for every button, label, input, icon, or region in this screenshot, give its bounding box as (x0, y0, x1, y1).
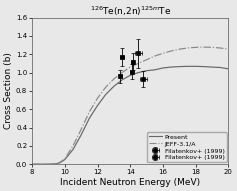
Present (219, 66, 222, 69)
Present (194, 65, 197, 67)
JEFF-3.1/A (202, 46, 205, 48)
Line: JEFF-3.1/A: JEFF-3.1/A (32, 47, 228, 164)
Present (202, 66, 205, 68)
JEFF-3.1/A (129, 66, 132, 68)
JEFF-3.1/A (170, 50, 173, 52)
JEFF-3.1/A (186, 47, 189, 49)
Present (121, 79, 123, 81)
Present (178, 66, 181, 68)
JEFF-3.1/A (121, 71, 123, 74)
JEFF-3.1/A (72, 145, 74, 147)
JEFF-3.1/A (55, 163, 58, 165)
Present (153, 69, 156, 71)
X-axis label: Incident Neutron Energy (MeV): Incident Neutron Energy (MeV) (60, 178, 200, 187)
Present (227, 68, 230, 70)
Present (162, 67, 164, 69)
Present (47, 163, 50, 165)
Present (112, 85, 115, 87)
Present (186, 65, 189, 67)
JEFF-3.1/A (96, 97, 99, 99)
JEFF-3.1/A (153, 55, 156, 57)
JEFF-3.1/A (178, 48, 181, 50)
JEFF-3.1/A (194, 46, 197, 49)
JEFF-3.1/A (211, 46, 214, 49)
Present (88, 117, 91, 120)
Present (145, 70, 148, 72)
Present (137, 71, 140, 74)
Present (170, 66, 173, 68)
Present (55, 163, 58, 165)
Y-axis label: Cross Section (b): Cross Section (b) (4, 53, 13, 129)
JEFF-3.1/A (80, 128, 82, 130)
JEFF-3.1/A (145, 59, 148, 61)
JEFF-3.1/A (162, 52, 164, 54)
Present (104, 93, 107, 96)
Present (129, 74, 132, 76)
JEFF-3.1/A (31, 163, 33, 165)
JEFF-3.1/A (227, 48, 230, 50)
JEFF-3.1/A (59, 161, 61, 163)
Present (31, 163, 33, 165)
JEFF-3.1/A (137, 62, 140, 65)
JEFF-3.1/A (88, 111, 91, 113)
Present (211, 66, 214, 68)
JEFF-3.1/A (112, 78, 115, 80)
Present (63, 159, 66, 161)
JEFF-3.1/A (219, 47, 222, 49)
Present (72, 148, 74, 151)
Line: Present: Present (32, 66, 228, 164)
Title: $^{126}$Te(n,2n)$^{125m}$Te: $^{126}$Te(n,2n)$^{125m}$Te (90, 4, 171, 18)
Present (59, 162, 61, 164)
Present (96, 104, 99, 107)
Present (80, 134, 82, 136)
JEFF-3.1/A (104, 86, 107, 88)
JEFF-3.1/A (47, 163, 50, 165)
Legend: Present, JEFF-3.1/A, Filatenkov+ (1999), Filatenkov+ (1999): Present, JEFF-3.1/A, Filatenkov+ (1999),… (147, 132, 227, 162)
JEFF-3.1/A (63, 158, 66, 160)
